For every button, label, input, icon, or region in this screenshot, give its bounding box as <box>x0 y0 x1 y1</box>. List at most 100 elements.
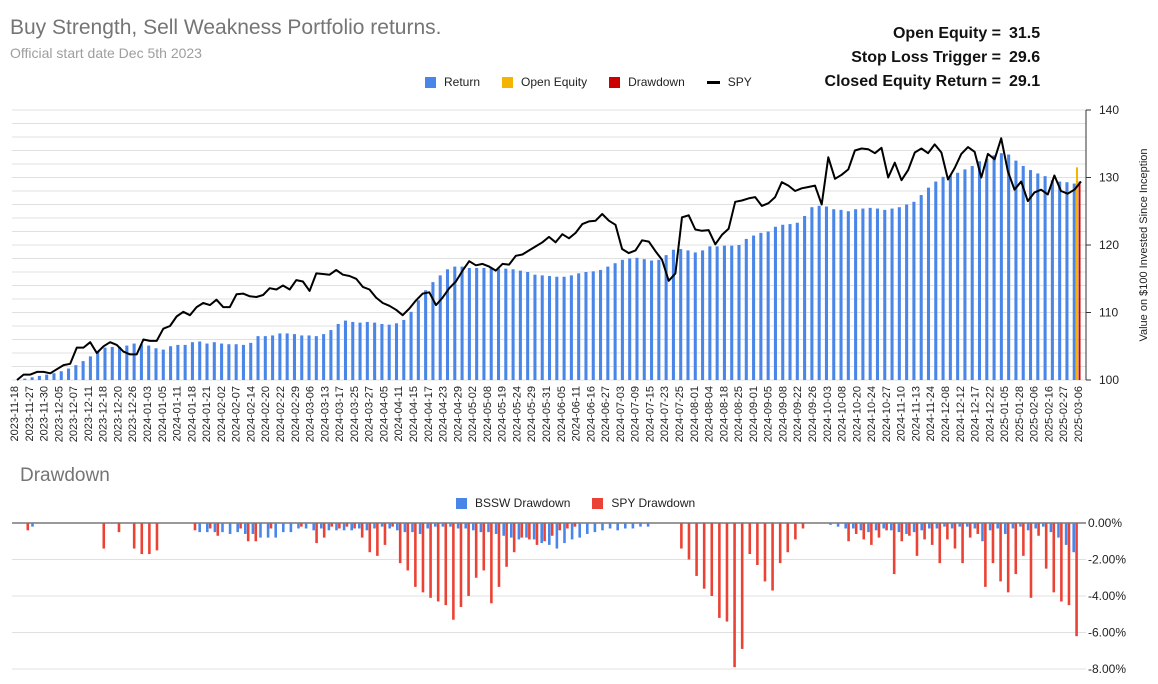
bssw-drawdown-bar <box>1072 523 1075 553</box>
bssw-drawdown-bar <box>327 523 331 531</box>
return-bar <box>74 365 78 380</box>
spy-drawdown-bar <box>26 523 30 531</box>
bssw-drawdown-bar <box>259 523 262 538</box>
bssw-drawdown-bar <box>426 523 429 529</box>
return-bar <box>795 222 799 380</box>
legend-item-drawdown[interactable]: Drawdown <box>609 75 685 89</box>
spy-drawdown-bar <box>763 523 767 582</box>
x-tick-label: 2023-12-20 <box>112 386 124 442</box>
spy-drawdown-bar <box>946 523 949 540</box>
return-bar <box>322 334 326 380</box>
return-bar <box>788 224 792 380</box>
spy-drawdown-bar <box>961 523 964 564</box>
return-bar <box>96 351 100 380</box>
spy-drawdown-bar <box>512 523 516 553</box>
return-bar <box>824 206 828 380</box>
x-tick-label: 2024-03-13 <box>319 386 331 442</box>
x-tick-label: 2024-07-23 <box>659 386 671 442</box>
return-bar <box>948 175 952 380</box>
return-bar <box>635 257 639 380</box>
bssw-drawdown-bar <box>312 523 315 531</box>
x-tick-label: 2024-10-08 <box>837 386 849 442</box>
x-tick-label: 2025-02-27 <box>1058 386 1070 442</box>
spy-drawdown-bar <box>733 523 736 668</box>
x-tick-label: 2024-10-27 <box>881 386 893 442</box>
return-bar <box>139 344 143 380</box>
x-tick-label: 2024-09-26 <box>807 386 819 442</box>
x-tick-label: 2024-02-14 <box>245 386 257 442</box>
legend-swatch <box>706 80 720 84</box>
return-bar <box>475 267 479 380</box>
bssw-drawdown-bar <box>540 523 543 544</box>
x-tick-label: 2023-11-18 <box>9 386 21 441</box>
spy-drawdown-bar <box>794 523 797 540</box>
bssw-drawdown-bar <box>297 523 300 529</box>
legend-swatch <box>456 497 467 509</box>
bssw-drawdown-bar <box>1057 523 1060 538</box>
bssw-drawdown-bar <box>198 523 201 533</box>
bssw-drawdown-bar <box>1042 523 1045 527</box>
legend-item-spy-drawdown[interactable]: SPY Drawdown <box>592 496 695 510</box>
legend-item-return[interactable]: Return <box>425 75 480 89</box>
bssw-drawdown-bar <box>479 523 483 533</box>
bssw-drawdown-bar <box>206 523 209 533</box>
x-tick-label: 2024-10-03 <box>822 386 834 442</box>
return-bar <box>103 347 107 380</box>
return-bar <box>467 267 471 380</box>
return-bar <box>999 153 1003 380</box>
bssw-drawdown-bar <box>624 523 627 529</box>
return-bar <box>183 344 187 380</box>
bssw-drawdown-bar <box>631 523 635 529</box>
bssw-drawdown-bar <box>282 523 285 533</box>
spy-drawdown-bar <box>368 523 372 553</box>
x-tick-label: 2024-10-20 <box>851 386 863 442</box>
spy-drawdown-bar <box>976 523 980 534</box>
spy-drawdown-bar <box>718 523 721 618</box>
return-bar <box>861 208 865 380</box>
return-bar <box>198 341 202 380</box>
spy-drawdown-bar <box>740 523 744 649</box>
legend-item-spy[interactable]: SPY <box>706 75 752 89</box>
spy-drawdown-bar <box>391 523 394 527</box>
spy-drawdown-bar <box>429 523 432 598</box>
return-bar <box>773 226 777 380</box>
return-bar <box>686 250 690 380</box>
return-bar <box>628 258 632 380</box>
spy-drawdown-bar <box>725 523 729 622</box>
return-bar <box>533 274 537 380</box>
return-bar <box>373 322 377 380</box>
return-bar <box>1058 181 1062 380</box>
x-tick-label: 2024-04-29 <box>452 386 464 442</box>
bssw-drawdown-bar <box>844 523 847 529</box>
spy-drawdown-bar <box>459 523 463 607</box>
drawdown-title: Drawdown <box>20 465 110 486</box>
spy-drawdown-bar <box>140 523 144 555</box>
spy-drawdown-bar <box>452 523 455 620</box>
spy-drawdown-bar <box>786 523 790 553</box>
spy-drawdown-bar <box>414 523 417 587</box>
spy-drawdown-bar <box>710 523 714 596</box>
x-tick-label: 2024-06-16 <box>585 386 597 442</box>
x-tick-label: 2024-08-25 <box>733 386 745 442</box>
return-bar <box>912 201 916 380</box>
return-bar <box>562 276 566 380</box>
legend-item-bssw-drawdown[interactable]: BSSW Drawdown <box>456 496 570 510</box>
legend-item-open-equity[interactable]: Open Equity <box>502 75 587 89</box>
return-bar <box>883 209 887 380</box>
return-bar <box>45 374 49 380</box>
return-bar <box>314 336 318 380</box>
return-bar <box>380 323 384 380</box>
x-tick-label: 2024-05-29 <box>526 386 538 442</box>
legend-label: BSSW Drawdown <box>475 496 571 510</box>
bssw-drawdown-bar <box>890 523 893 531</box>
spy-drawdown-bar <box>1014 523 1018 575</box>
spy-drawdown-bar <box>376 523 379 556</box>
return-bar <box>832 209 836 380</box>
x-tick-label: 2024-07-09 <box>630 386 642 442</box>
bssw-drawdown-bar <box>829 523 832 525</box>
bssw-drawdown-bar <box>266 523 270 538</box>
bssw-drawdown-bar <box>236 523 239 533</box>
return-bar <box>278 333 282 380</box>
return-bar <box>671 249 675 380</box>
y-tick-label: -4.00% <box>1088 589 1126 603</box>
